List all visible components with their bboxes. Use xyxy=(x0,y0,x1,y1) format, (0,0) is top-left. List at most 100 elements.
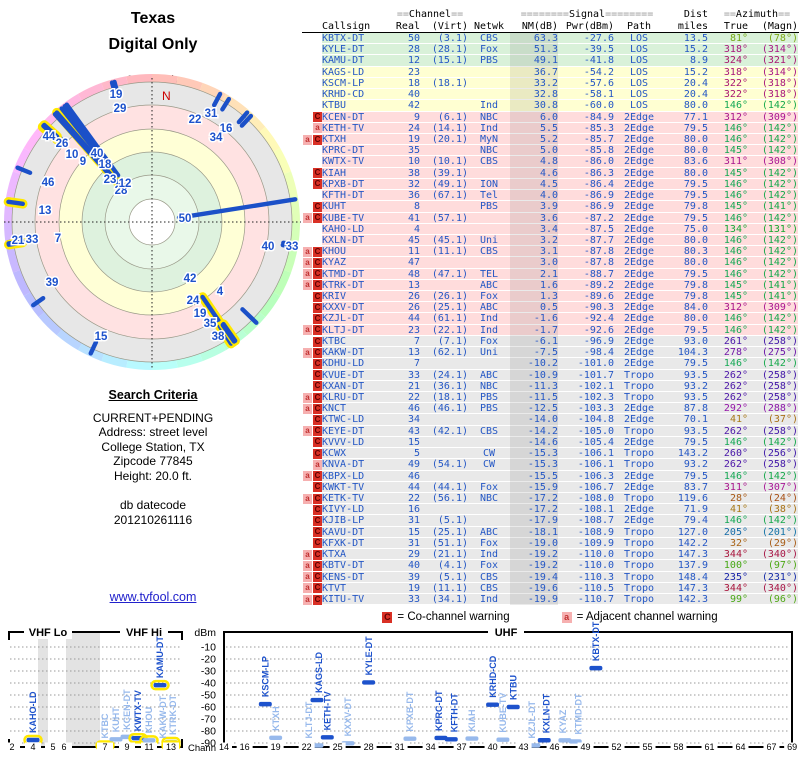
adjacent-channel-badge: a xyxy=(303,572,312,583)
radar-channel-label: 19 xyxy=(110,89,123,101)
dbm-tick: -10 xyxy=(201,642,216,654)
warning-badges: C xyxy=(302,381,322,392)
search-line: Height: 20.0 ft. xyxy=(113,468,193,483)
search-line: College Station, TX xyxy=(101,439,205,454)
callsign-cell: KETH-TV xyxy=(322,122,365,134)
callsign-cell: KDHU-LD xyxy=(322,358,365,370)
nm-db-cell: 4.0 xyxy=(510,190,558,202)
radar-channel-label: 24 xyxy=(187,295,200,307)
azimuth-magn-cell: (258°) xyxy=(761,335,798,347)
warning-badges: C xyxy=(302,437,322,448)
azimuth-magn-cell: (258°) xyxy=(761,459,798,471)
virtual-channel-cell xyxy=(420,471,468,482)
path-cell: 2Edge xyxy=(623,403,655,415)
power-dbm-cell: -58.1 xyxy=(583,89,614,101)
callsign-cell: KYLE-DT xyxy=(322,44,365,56)
signal-bar xyxy=(434,735,448,741)
channel-tick: 58 xyxy=(674,742,684,752)
azimuth-true-cell: 146° xyxy=(723,178,748,190)
virtual-channel-cell xyxy=(420,448,468,459)
nm-db-cell: 3.6 xyxy=(510,212,558,224)
radar-channel-label: 7 xyxy=(55,233,61,245)
path-cell: 2Edge xyxy=(623,223,655,235)
callsign-cell: KIAH xyxy=(322,167,347,179)
callsign-cell: KTWC-LD xyxy=(322,414,365,426)
warning-badges: C xyxy=(302,414,322,426)
nm-db-cell: -17.9 xyxy=(510,515,558,527)
co-channel-badge: C xyxy=(313,269,322,280)
radar-channel-label: 42 xyxy=(184,273,197,285)
warning-badges xyxy=(302,55,322,66)
virtual-channel-cell xyxy=(420,414,468,425)
miles-cell: 83.6 xyxy=(683,156,708,168)
miles-cell: 8.9 xyxy=(689,55,708,67)
network-cell xyxy=(468,78,510,89)
virtual-channel-cell: (11.1) xyxy=(431,582,468,594)
callsign-label: KZJL-DT xyxy=(527,701,537,739)
virtual-channel-cell: (15.1) xyxy=(431,55,468,67)
callsign-cell: KLTJ-DT xyxy=(322,324,365,336)
callsign-cell: KTXA xyxy=(322,549,347,561)
miles-cell: 147.3 xyxy=(677,549,708,561)
callsign-label: KSCM-LP xyxy=(261,656,271,697)
nm-db-cell: 4.8 xyxy=(510,156,558,168)
path-cell: Tropo xyxy=(623,459,655,471)
virtual-channel-cell: (5.1) xyxy=(437,515,468,527)
azimuth-magn-cell: (142°) xyxy=(761,145,798,157)
callsign-cell: KCWX xyxy=(322,448,347,460)
col-header-virt: (Virt) xyxy=(431,20,468,32)
nm-db-cell: 1.6 xyxy=(510,279,558,292)
azimuth-magn-cell: (29°) xyxy=(767,537,798,549)
virtual-channel-cell: (20.1) xyxy=(431,133,468,145)
miles-cell: 79.4 xyxy=(683,515,708,527)
warning-badges: C xyxy=(302,527,322,538)
path-cell: Tropo xyxy=(623,571,655,583)
nm-db-cell: 5.0 xyxy=(510,145,558,157)
co-channel-badge: C xyxy=(313,201,322,212)
virtual-channel-cell: (4.1) xyxy=(437,560,468,572)
real-channel-cell: 15 xyxy=(407,436,420,448)
path-cell: 2Edge xyxy=(623,111,655,123)
radar-channel-label: 12 xyxy=(119,178,132,190)
nm-db-cell: -19.6 xyxy=(510,582,558,594)
db-datecode-label: db datecode xyxy=(119,498,187,512)
signal-bar xyxy=(362,680,376,685)
network-cell: NBC xyxy=(479,145,499,157)
callsign-cell: KETK-TV xyxy=(322,492,365,504)
nm-db-cell: 5.5 xyxy=(510,122,558,134)
power-dbm-cell: -108.7 xyxy=(577,515,614,527)
callsign-cell: KTXH xyxy=(322,133,347,145)
co-channel-badge: C xyxy=(313,493,322,504)
callsign-cell: KRIV xyxy=(322,291,347,303)
radar-marker xyxy=(211,91,223,108)
real-channel-cell: 48 xyxy=(407,268,420,280)
network-cell: Uni xyxy=(479,234,499,246)
callsign-label: KHOU xyxy=(144,707,154,734)
radar-channel-label: 29 xyxy=(114,103,127,115)
path-cell: 2Edge xyxy=(623,279,655,291)
table-row: C KUHT 8 PBS 3.9 -86.9 2Edge 79.8 145° (141°) xyxy=(302,201,799,213)
channel-tick: 34 xyxy=(426,742,436,752)
radar-channel-label: 38 xyxy=(212,331,225,343)
path-cell: 2Edge xyxy=(623,335,655,347)
callsign-cell: KTMD-DT xyxy=(322,268,365,280)
azimuth-magn-cell: (142°) xyxy=(761,313,798,325)
azimuth-true-cell: 41° xyxy=(729,414,748,426)
tvfool-link[interactable]: www.tvfool.com xyxy=(109,590,197,604)
real-channel-cell: 39 xyxy=(407,571,420,583)
co-channel-badge: C xyxy=(313,168,322,179)
network-cell: Fox xyxy=(479,335,499,347)
virtual-channel-cell xyxy=(420,280,468,291)
path-cell: Tropo xyxy=(623,593,655,605)
nm-db-cell: -11.3 xyxy=(510,380,558,392)
real-channel-cell: 49 xyxy=(407,459,420,471)
azimuth-magn-cell: (318°) xyxy=(761,89,798,101)
